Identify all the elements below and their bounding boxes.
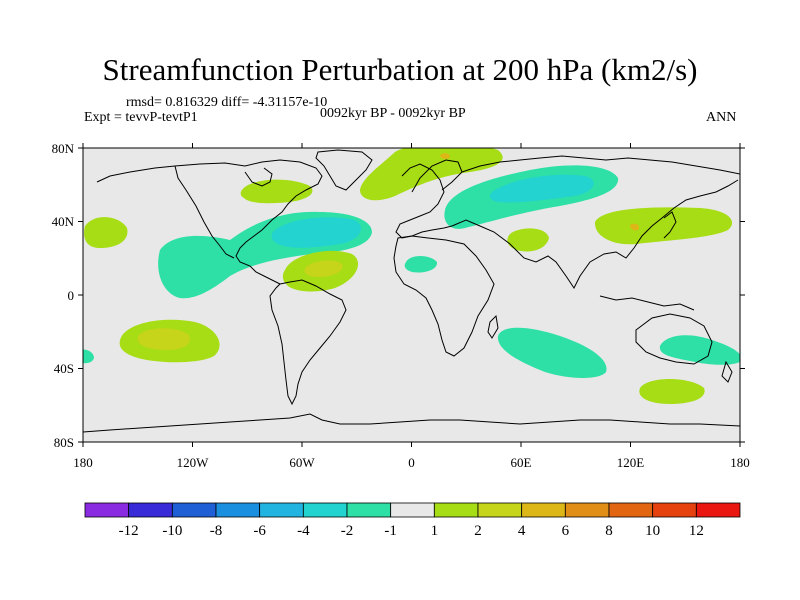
coast-greenland <box>315 149 373 191</box>
coast-australia <box>635 313 713 365</box>
colorbar: -12 -10 -8 -6 -4 -2 -1 1 2 4 6 8 10 12 <box>84 502 741 539</box>
coast-scandinavia <box>411 159 463 193</box>
colorbar-box-8 <box>433 502 479 518</box>
coastlines <box>83 149 740 433</box>
lon-label-60w: 60W <box>289 455 315 470</box>
colorbar-box-10 <box>521 502 566 518</box>
colorbar-label-1: -10 <box>162 523 182 539</box>
colorbar-label-5: -2 <box>341 523 354 539</box>
colorbar-label-11: 8 <box>605 523 613 539</box>
colorbar-label-3: -6 <box>253 523 266 539</box>
coast-asia <box>451 179 739 289</box>
lat-label-80N: 80N <box>52 141 75 156</box>
colorbar-box-6 <box>346 502 392 518</box>
colorbar-box-14 <box>695 502 741 518</box>
coast-south-america <box>269 279 347 406</box>
lon-label-60e: 60E <box>511 455 532 470</box>
stats-readout: rmsd= 0.816329 diff= -4.31157e-10 <box>126 95 328 110</box>
colorbar-label-12: 10 <box>645 523 660 539</box>
coast-arctic-asia <box>461 155 740 175</box>
colorbar-label-9: 4 <box>518 523 526 539</box>
season-label: ANN <box>706 110 737 125</box>
lon-label-180e: 180 <box>730 455 750 470</box>
lon-label-120e: 120E <box>617 455 645 470</box>
lat-axis: 80N 40N 0 40S 80S <box>52 141 745 450</box>
colorbar-box-5 <box>302 502 348 518</box>
coast-hudson <box>244 167 273 187</box>
colorbar-box-0 <box>84 502 130 518</box>
coast-madagascar <box>487 314 499 339</box>
colorbar-box-9 <box>477 502 523 518</box>
colorbar-labels: -12 -10 -8 -6 -4 -2 -1 1 2 4 6 8 10 12 <box>119 523 704 539</box>
coast-africa <box>393 235 495 357</box>
lat-label-0: 0 <box>68 288 75 303</box>
colorbar-label-4: -4 <box>297 523 310 539</box>
contour-caribbean-pos2 <box>304 260 343 278</box>
period-label: 0092kyr BP - 0092kyr BP <box>320 106 466 121</box>
coast-north-america <box>96 159 323 285</box>
coast-na-west <box>174 165 235 259</box>
colorbar-box-7 <box>390 502 435 518</box>
colorbar-label-6: -1 <box>384 523 397 539</box>
colorbar-box-11 <box>564 502 610 518</box>
contour-arctic-pos4 <box>440 153 450 160</box>
contour-australia-neg1 <box>659 335 740 365</box>
contour-spacific-neg1 <box>83 349 94 364</box>
contour-easia-pos1 <box>594 207 733 245</box>
contour-arabia-pos1 <box>507 228 549 252</box>
colorbar-label-7: 1 <box>431 523 439 539</box>
colorbar-boxes <box>84 502 741 518</box>
colorbar-box-2 <box>171 502 217 518</box>
colorbar-box-12 <box>608 502 654 518</box>
contour-eurasia-neg2 <box>490 174 594 203</box>
contour-indian-neg1 <box>497 327 607 378</box>
coast-new-zealand <box>721 360 733 383</box>
lat-label-80S: 80S <box>54 435 74 450</box>
lon-axis: 180 120W 60W 0 60E 120E 180 <box>73 143 750 470</box>
contour-southern-pos1 <box>639 379 705 404</box>
colorbar-label-0: -12 <box>119 523 139 539</box>
coast-indonesia <box>599 295 695 311</box>
plot-title: Streamfunction Perturbation at 200 hPa (… <box>102 52 698 87</box>
colorbar-label-13: 12 <box>689 523 704 539</box>
contour-arctic-pos1 <box>360 148 503 201</box>
lat-label-40S: 40S <box>54 361 74 376</box>
map-panel <box>83 148 740 442</box>
lat-label-40N: 40N <box>52 214 75 229</box>
lon-label-120w: 120W <box>177 455 210 470</box>
coast-europe <box>395 163 453 239</box>
coast-antarctica <box>83 413 740 433</box>
coast-japan <box>663 211 677 239</box>
lon-label-180w: 180 <box>73 455 93 470</box>
contour-easia-pos4 <box>630 223 640 231</box>
contour-atlantic-neg2 <box>271 217 361 248</box>
contour-africa-neg1 <box>404 256 438 273</box>
colorbar-label-2: -8 <box>210 523 223 539</box>
colorbar-box-3 <box>215 502 261 518</box>
colorbar-box-4 <box>259 502 304 518</box>
experiment-label: Expt = tevvP-tevtP1 <box>84 110 198 125</box>
colorbar-box-13 <box>652 502 697 518</box>
contour-nepacific-pos1 <box>84 217 128 248</box>
colorbar-label-10: 6 <box>562 523 570 539</box>
colorbar-box-1 <box>128 502 173 518</box>
contour-cpacific-pos2 <box>137 328 190 350</box>
lon-label-0: 0 <box>408 455 415 470</box>
colorbar-label-8: 2 <box>474 523 482 539</box>
